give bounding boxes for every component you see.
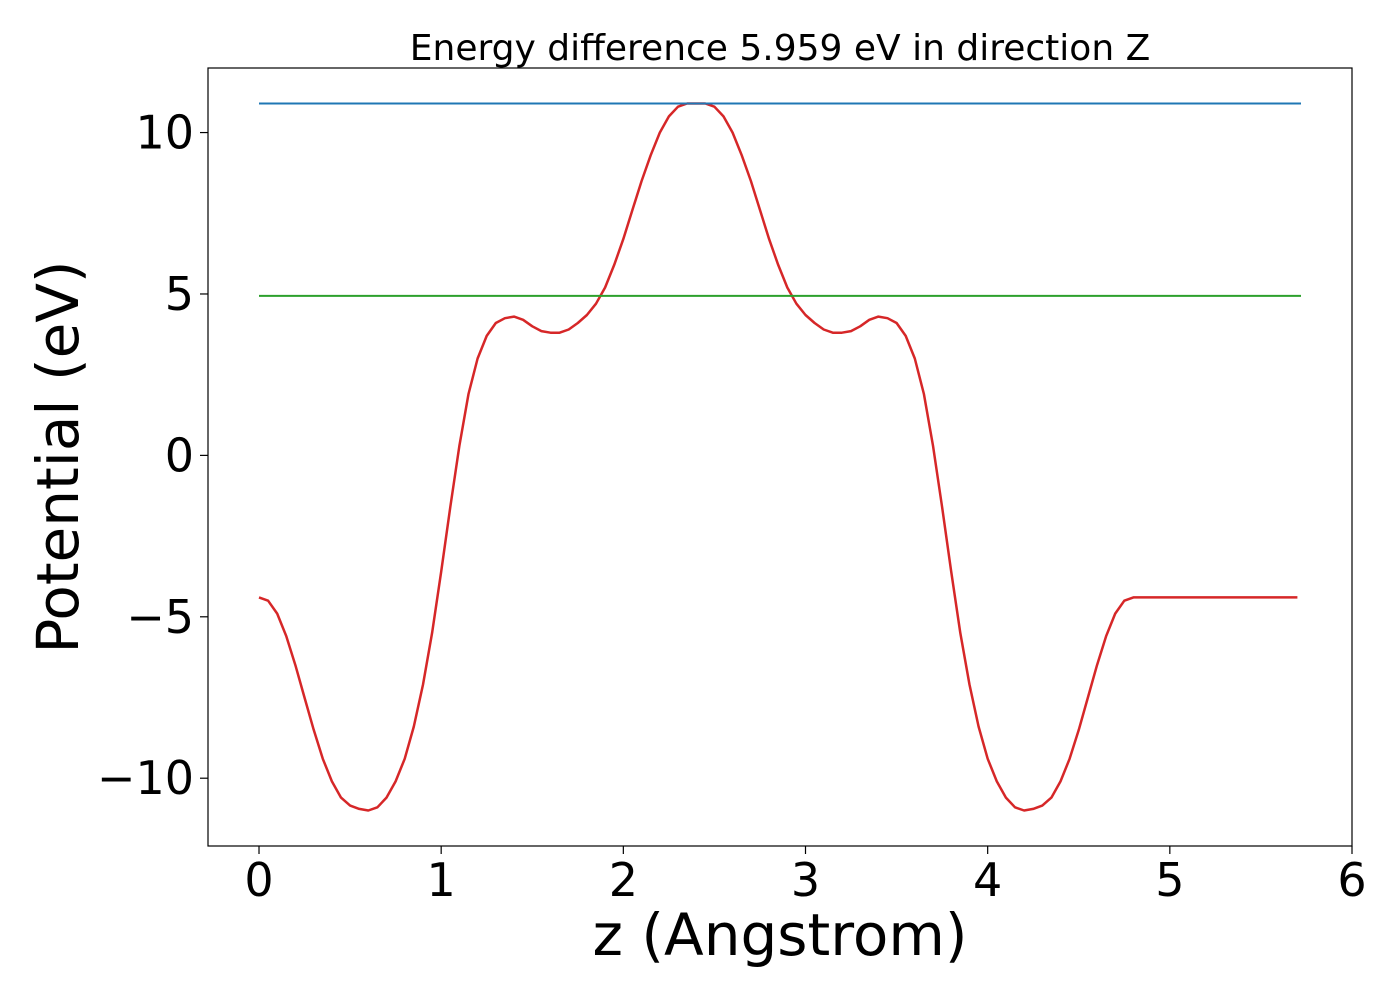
y-tick-label: −5 xyxy=(126,590,194,644)
y-axis-label: Potential (eV) xyxy=(24,260,92,653)
chart-title: Energy difference 5.959 eV in direction … xyxy=(410,28,1151,69)
x-tick-label: 2 xyxy=(609,853,638,907)
plot-frame xyxy=(207,67,1353,847)
y-tick-label: 0 xyxy=(165,428,194,482)
x-tick-label: 1 xyxy=(427,853,456,907)
x-axis: 0 1 2 3 4 5 6 xyxy=(244,846,1367,907)
series-line-0 xyxy=(258,102,1298,812)
y-tick-label: −10 xyxy=(97,751,194,805)
plot-area xyxy=(258,102,1301,812)
x-tick-label: 6 xyxy=(1337,853,1366,907)
x-tick-label: 0 xyxy=(244,853,273,907)
x-tick-label: 5 xyxy=(1155,853,1184,907)
y-tick-label: 5 xyxy=(165,267,194,321)
x-axis-label: z (Angstrom) xyxy=(593,901,968,969)
y-tick-label: 10 xyxy=(135,106,194,160)
x-tick-label: 3 xyxy=(791,853,820,907)
y-axis: −10 −5 0 5 10 xyxy=(97,106,208,805)
x-tick-label: 4 xyxy=(973,853,1002,907)
